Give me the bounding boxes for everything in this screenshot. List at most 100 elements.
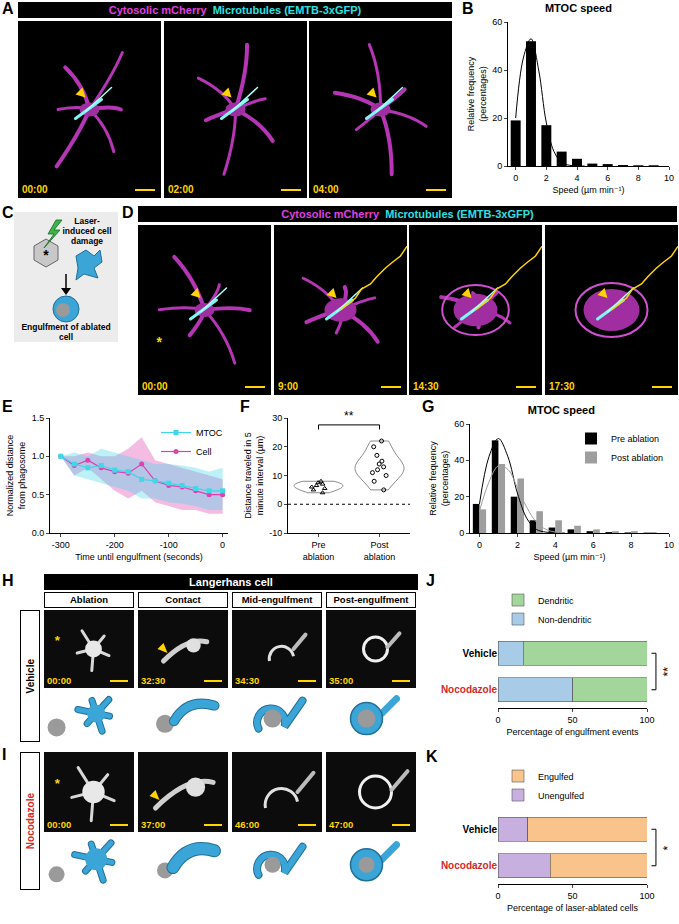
html-text:H: H <box>2 572 14 589</box>
svg-text:100: 100 <box>639 891 654 901</box>
html-text:D: D <box>122 204 134 221</box>
svg-text:1.0: 1.0 <box>32 451 45 461</box>
svg-text:00:00: 00:00 <box>142 381 168 392</box>
svg-text:100: 100 <box>639 715 654 725</box>
svg-text:40: 40 <box>492 65 502 75</box>
html-text:Cytosolic mCherry: Cytosolic mCherry <box>108 4 207 16</box>
svg-text:*: * <box>157 334 163 350</box>
svg-text:0: 0 <box>497 161 502 171</box>
svg-text:Engulfed: Engulfed <box>538 772 574 782</box>
svg-text:*: * <box>661 845 675 850</box>
svg-text:35:00: 35:00 <box>329 675 353 686</box>
svg-text:60: 60 <box>492 17 502 27</box>
html-text:Engulfment of ablated cell: Engulfment of ablated cell <box>21 322 111 342</box>
svg-text:10: 10 <box>664 540 674 550</box>
svg-text:1.5: 1.5 <box>32 413 45 423</box>
svg-text:Pre ablation: Pre ablation <box>611 434 659 444</box>
svg-text:17:30: 17:30 <box>549 381 575 392</box>
html-text:Microtubules (EMTB-3xGFP): Microtubules (EMTB-3xGFP) <box>385 208 534 220</box>
svg-text:4: 4 <box>553 540 558 550</box>
html-text:Laser-induced cell damage: Laser-induced cell damage <box>62 216 112 246</box>
svg-text:20: 20 <box>272 442 282 452</box>
svg-text:0: 0 <box>220 540 225 550</box>
svg-text:6: 6 <box>605 173 610 183</box>
svg-text:Vehicle: Vehicle <box>463 648 498 659</box>
svg-text:34:30: 34:30 <box>235 675 259 686</box>
svg-text:04:00: 04:00 <box>313 184 339 195</box>
svg-text:*: * <box>55 776 61 791</box>
svg-text:47:00: 47:00 <box>329 819 353 830</box>
svg-text:**: ** <box>661 667 675 677</box>
svg-text:10: 10 <box>664 173 674 183</box>
svg-text:Dendritic: Dendritic <box>538 596 574 606</box>
svg-text:00:00: 00:00 <box>47 675 71 686</box>
svg-text:MTOC: MTOC <box>196 428 223 438</box>
svg-text:50: 50 <box>567 715 577 725</box>
svg-text:14:30: 14:30 <box>413 381 439 392</box>
html-text:Vehicle: Vehicle <box>24 658 36 694</box>
svg-text:37:00: 37:00 <box>141 819 165 830</box>
svg-text:0: 0 <box>495 715 500 725</box>
svg-text:Non-dendritic: Non-dendritic <box>538 615 592 625</box>
html-text:A: A <box>2 0 14 17</box>
svg-text:50: 50 <box>567 891 577 901</box>
svg-text:Preablation: Preablation <box>303 540 335 562</box>
html-text:Langerhans cell: Langerhans cell <box>189 576 273 588</box>
svg-text:0: 0 <box>513 173 518 183</box>
svg-text:Nocodazole: Nocodazole <box>441 684 498 695</box>
svg-text:0: 0 <box>459 528 464 538</box>
svg-text:Nocodazole: Nocodazole <box>441 860 498 871</box>
svg-text:Relative frequency(percentages: Relative frequency(percentages) <box>428 441 450 516</box>
svg-text:0: 0 <box>495 891 500 901</box>
svg-text:Time until engulfment (seconds: Time until engulfment (seconds) <box>75 552 203 562</box>
svg-text:Percentage of engulfment event: Percentage of engulfment events <box>506 727 639 737</box>
svg-text:20: 20 <box>492 113 502 123</box>
svg-text:0.5: 0.5 <box>32 490 45 500</box>
svg-text:30: 30 <box>272 413 282 423</box>
html-text:C: C <box>2 204 14 221</box>
html-text:Cytosolic mCherry: Cytosolic mCherry <box>281 208 380 220</box>
svg-text:Speed (µm min⁻¹): Speed (µm min⁻¹) <box>534 552 606 562</box>
svg-text:Speed (µm min⁻¹): Speed (µm min⁻¹) <box>553 185 625 195</box>
svg-text:Unengulfed: Unengulfed <box>538 791 584 801</box>
svg-text:8: 8 <box>629 540 634 550</box>
svg-text:00:00: 00:00 <box>47 819 71 830</box>
svg-text:6: 6 <box>591 540 596 550</box>
svg-text:**: ** <box>344 409 354 423</box>
svg-text:46:00: 46:00 <box>235 819 259 830</box>
svg-text:9:00: 9:00 <box>278 381 298 392</box>
svg-text:Distance traveled in 5minute i: Distance traveled in 5minute interval (µ… <box>243 432 265 519</box>
svg-text:60: 60 <box>454 419 464 429</box>
svg-text:-10: -10 <box>269 528 282 538</box>
svg-text:Vehicle: Vehicle <box>463 824 498 835</box>
svg-text:32:30: 32:30 <box>141 675 165 686</box>
svg-text:MTOC speed: MTOC speed <box>545 2 612 14</box>
svg-text:00:00: 00:00 <box>22 184 48 195</box>
svg-text:*: * <box>55 633 61 648</box>
svg-text:Cell: Cell <box>196 447 212 457</box>
svg-text:Percentage of laser-ablated ce: Percentage of laser-ablated cells <box>507 903 639 913</box>
svg-text:Postablation: Postablation <box>364 540 396 562</box>
html-text:Microtubules (EMTB-3xGFP): Microtubules (EMTB-3xGFP) <box>212 4 362 16</box>
svg-text:0: 0 <box>277 499 282 509</box>
svg-text:4: 4 <box>574 173 579 183</box>
svg-text:0.0: 0.0 <box>32 528 45 538</box>
svg-text:*: * <box>43 247 49 263</box>
svg-text:10: 10 <box>272 471 282 481</box>
svg-text:Normalized distancefrom phagos: Normalized distancefrom phagosome <box>5 435 27 517</box>
svg-text:2: 2 <box>544 173 549 183</box>
svg-text:40: 40 <box>454 455 464 465</box>
html-text:G: G <box>422 398 435 415</box>
svg-text:02:00: 02:00 <box>168 184 194 195</box>
html-text:Nocodazole: Nocodazole <box>24 792 36 850</box>
svg-text:8: 8 <box>636 173 641 183</box>
svg-text:20: 20 <box>454 492 464 502</box>
svg-text:2: 2 <box>515 540 520 550</box>
svg-text:0: 0 <box>477 540 482 550</box>
svg-text:-100: -100 <box>160 540 178 550</box>
svg-text:-300: -300 <box>52 540 70 550</box>
svg-text:MTOC speed: MTOC speed <box>528 404 595 416</box>
svg-text:Post ablation: Post ablation <box>611 453 663 463</box>
svg-text:Relative frequency(percentages: Relative frequency(percentages) <box>466 56 488 131</box>
svg-text:-200: -200 <box>106 540 124 550</box>
